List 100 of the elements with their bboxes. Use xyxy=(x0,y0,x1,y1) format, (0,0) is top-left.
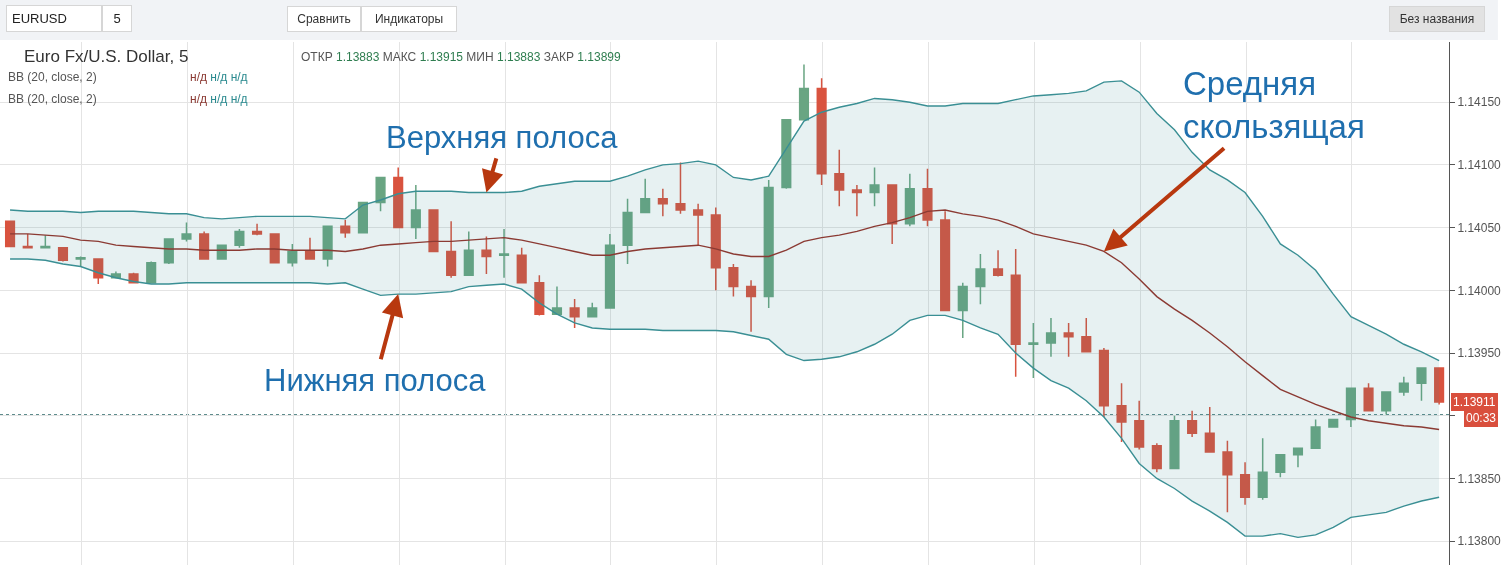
y-tick-label: 1.13850 xyxy=(1457,471,1501,486)
candlestick xyxy=(1098,347,1109,418)
candlestick xyxy=(1116,382,1127,443)
annotation: Нижняя полоса xyxy=(264,363,487,398)
candlestick xyxy=(181,221,192,243)
text: Сравнить xyxy=(297,12,351,26)
candlestick xyxy=(75,255,86,268)
candlestick xyxy=(604,233,615,309)
candlestick xyxy=(498,228,510,279)
candlestick xyxy=(781,119,792,190)
candlestick xyxy=(869,166,880,208)
candlestick xyxy=(322,225,333,268)
candlestick xyxy=(516,246,527,284)
candlestick xyxy=(146,260,157,284)
candlestick xyxy=(1381,391,1392,416)
y-tick-label: 1.14100 xyxy=(1457,158,1501,173)
candlestick xyxy=(922,167,933,228)
candlestick xyxy=(1028,322,1039,379)
candlestick xyxy=(1169,415,1180,470)
candlestick xyxy=(1063,322,1074,358)
candlestick xyxy=(357,201,368,234)
text: 5 xyxy=(113,11,121,26)
y-tick-label: 1.13950 xyxy=(1457,346,1501,361)
candlestick xyxy=(851,184,862,218)
text: Индикаторы xyxy=(374,12,444,26)
candlestick xyxy=(534,274,545,317)
annotation: ОТКР 1.13883 МАКС 1.13915 МИН 1.13883 ЗАКР 1.13899 xyxy=(301,50,622,64)
line-series xyxy=(9,258,1440,539)
annotation: Верхняя полоса xyxy=(386,120,619,155)
y-tick-label: 1.14050 xyxy=(1457,220,1501,235)
candlestick xyxy=(93,258,104,285)
candlestick xyxy=(1081,317,1092,353)
candlestick xyxy=(269,233,280,264)
text: 00:33 xyxy=(1466,411,1497,425)
candlestick xyxy=(1310,418,1321,450)
candlestick xyxy=(199,230,210,260)
annotation: Средняя скользящая xyxy=(1183,65,1365,145)
text: EURUSD xyxy=(12,11,67,26)
candlestick xyxy=(957,282,968,339)
candlestick xyxy=(975,253,986,305)
candlestick xyxy=(393,166,404,229)
candlestick xyxy=(446,220,457,279)
y-tick-label: 1.14000 xyxy=(1457,283,1501,298)
candlestick xyxy=(657,187,668,218)
candlestick xyxy=(1257,437,1268,501)
candlestick xyxy=(798,63,810,121)
candlestick xyxy=(1239,461,1251,506)
candlestick xyxy=(428,209,439,253)
candlestick xyxy=(1416,367,1427,402)
candlestick xyxy=(287,243,298,268)
annotation: н/д н/д н/д xyxy=(190,70,248,84)
annotation: н/д н/д н/д xyxy=(190,92,248,106)
candlestick xyxy=(481,235,492,275)
candlestick xyxy=(763,179,774,309)
candlestick xyxy=(1292,447,1304,468)
candlestick xyxy=(304,236,316,260)
candlestick xyxy=(834,149,845,208)
candlestick xyxy=(1134,399,1145,451)
candlestick xyxy=(234,228,245,249)
candlestick xyxy=(1275,453,1286,478)
candlestick xyxy=(410,184,421,240)
candlestick xyxy=(887,184,898,245)
candlestick xyxy=(904,172,915,228)
candlestick xyxy=(57,246,69,263)
candlestick xyxy=(1045,317,1057,358)
candlestick xyxy=(463,230,474,277)
candlestick xyxy=(1434,367,1445,406)
candlestick xyxy=(728,263,739,298)
candlestick xyxy=(940,210,951,312)
candlestick xyxy=(1187,409,1198,438)
candlestick xyxy=(163,238,174,265)
candlestick xyxy=(1222,440,1233,514)
candlestick xyxy=(693,203,704,246)
y-tick-label: 1.14150 xyxy=(1457,95,1501,110)
candlestick xyxy=(1398,376,1409,397)
text: Без названия xyxy=(1399,12,1475,26)
candlestick xyxy=(551,285,563,315)
candlestick xyxy=(1204,406,1215,453)
candlestick xyxy=(640,177,651,214)
candlestick xyxy=(375,176,386,213)
candlestick xyxy=(1363,382,1374,412)
candlestick xyxy=(745,279,757,333)
candlestick xyxy=(4,220,16,248)
candlestick xyxy=(251,223,263,236)
annotation: BB (20, close, 2) xyxy=(8,70,97,84)
candlestick xyxy=(1345,387,1356,428)
candlestick xyxy=(816,77,827,186)
candlestick xyxy=(1328,418,1339,428)
chart-title: Euro Fx/U.S. Dollar, 5 xyxy=(24,47,189,66)
y-tick-label: 1.13800 xyxy=(1457,534,1501,549)
candlestick xyxy=(710,206,721,292)
candlestick xyxy=(1151,442,1162,473)
candlestick xyxy=(992,249,1004,278)
candlestick xyxy=(569,298,580,329)
line-series xyxy=(9,209,1440,431)
candlestick xyxy=(675,161,686,215)
candlestick xyxy=(622,198,633,265)
candlestick xyxy=(216,244,227,260)
text: 1.13911 xyxy=(1453,395,1496,409)
candlestick xyxy=(587,302,598,318)
